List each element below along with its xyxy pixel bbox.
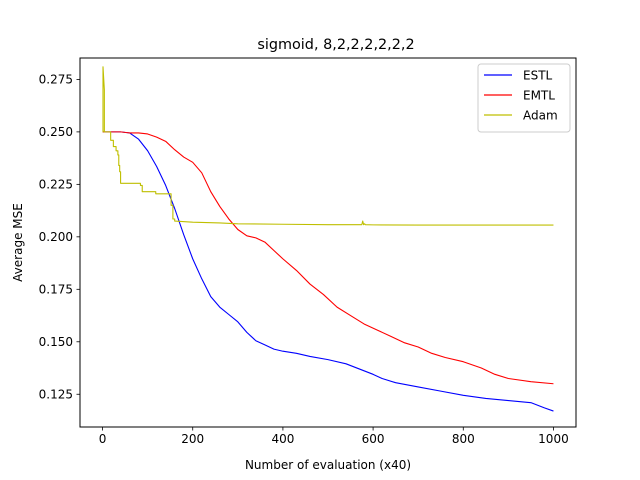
x-tick-label: 400 bbox=[271, 432, 294, 446]
y-axis-label: Average MSE bbox=[11, 203, 25, 282]
legend: ESTL EMTL Adam bbox=[477, 63, 571, 133]
x-tick-label: 0 bbox=[99, 432, 107, 446]
y-tick-label: 0.150 bbox=[39, 335, 73, 349]
series-line-adam bbox=[102, 66, 554, 226]
chart-title: sigmoid, 8,2,2,2,2,2,2 bbox=[257, 37, 414, 53]
x-tick-label: 800 bbox=[452, 432, 475, 446]
x-tick-label: 600 bbox=[362, 432, 385, 446]
x-axis: 0 200 400 600 800 1000 bbox=[99, 427, 569, 446]
legend-label-emtl: EMTL bbox=[523, 89, 555, 103]
plot-area bbox=[79, 57, 577, 428]
y-axis: 0.125 0.150 0.175 0.200 0.225 0.250 0.275 bbox=[39, 73, 80, 402]
series-line-estl bbox=[102, 131, 554, 412]
y-tick-label: 0.175 bbox=[39, 283, 73, 297]
y-tick-label: 0.250 bbox=[39, 125, 73, 139]
legend-label-adam: Adam bbox=[523, 109, 558, 123]
axes-frame bbox=[79, 57, 577, 428]
series-layer bbox=[102, 66, 554, 412]
x-tick-label: 1000 bbox=[538, 432, 569, 446]
x-tick-label: 200 bbox=[181, 432, 204, 446]
y-tick-label: 0.125 bbox=[39, 388, 73, 402]
y-tick-label: 0.200 bbox=[39, 230, 73, 244]
legend-label-estl: ESTL bbox=[523, 69, 553, 83]
x-axis-label: Number of evaluation (x40) bbox=[245, 458, 411, 472]
y-tick-label: 0.275 bbox=[39, 73, 73, 87]
series-line-emtl bbox=[102, 131, 554, 385]
y-tick-label: 0.225 bbox=[39, 178, 73, 192]
